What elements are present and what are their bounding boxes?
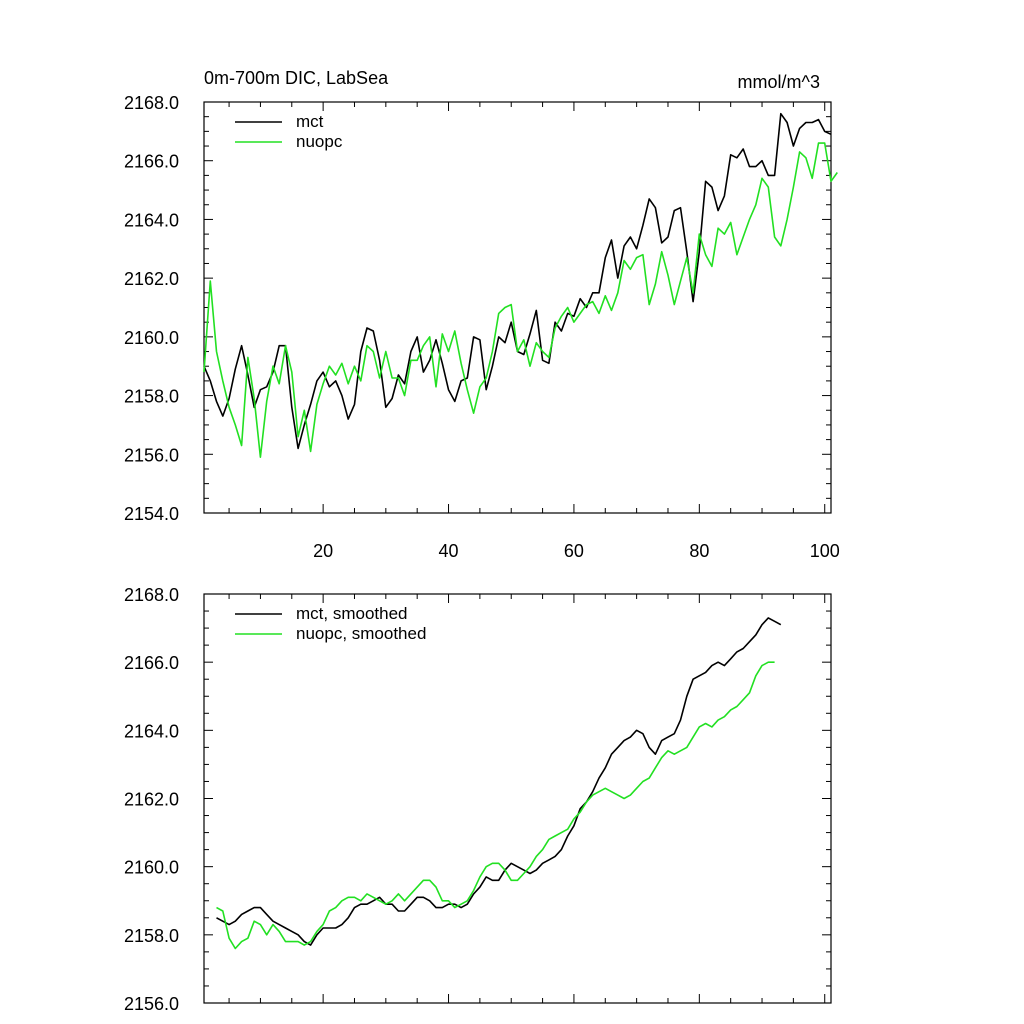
plot-frame	[203, 101, 832, 514]
y-tick-label: 2158.0	[124, 387, 179, 407]
chart-title: 0m-700m DIC, LabSea	[204, 68, 389, 88]
series-line-nuopc	[203, 142, 838, 459]
legend-label: mct, smoothed	[296, 604, 408, 623]
y-tick-label: 2164.0	[124, 721, 179, 741]
legend-label: mct	[296, 112, 324, 131]
y-tick-label: 2166.0	[124, 653, 179, 673]
smoothed-timeseries-panel: 2156.0 2158.0 2160.0 2162.0 2164.0 2166.0 2168…	[124, 585, 832, 1014]
legend-label: nuopc	[296, 132, 343, 151]
y-tick-label: 2166.0	[124, 152, 179, 172]
y-tick-label: 2158.0	[124, 926, 179, 946]
x-tick-label: 100	[810, 541, 840, 561]
y-tick-label: 2168.0	[124, 93, 179, 113]
x-tick-label: 80	[689, 541, 709, 561]
x-tick-label: 40	[439, 541, 459, 561]
series-line-mct-smoothed	[216, 617, 782, 946]
y-tick-label: 2164.0	[124, 210, 179, 230]
y-tick-label: 2162.0	[124, 269, 179, 289]
units-label: mmol/m^3	[738, 72, 820, 92]
y-tick-label: 2160.0	[124, 328, 179, 348]
y-tick-label: 2156.0	[124, 445, 179, 465]
series-line-mct	[203, 112, 832, 450]
legend-label: nuopc, smoothed	[296, 624, 426, 643]
y-tick-label: 2168.0	[124, 585, 179, 605]
y-tick-label: 2156.0	[124, 994, 179, 1014]
x-tick-label: 60	[564, 541, 584, 561]
y-tick-label: 2154.0	[124, 504, 179, 524]
series-line-nuopc-smoothed	[216, 661, 775, 950]
raw-timeseries-panel: 2154.0 2156.0 2158.0 2160.0 2162.0 2164.0 2166…	[124, 93, 840, 561]
y-tick-label: 2162.0	[124, 790, 179, 810]
x-tick-label: 20	[313, 541, 333, 561]
y-tick-label: 2160.0	[124, 858, 179, 878]
